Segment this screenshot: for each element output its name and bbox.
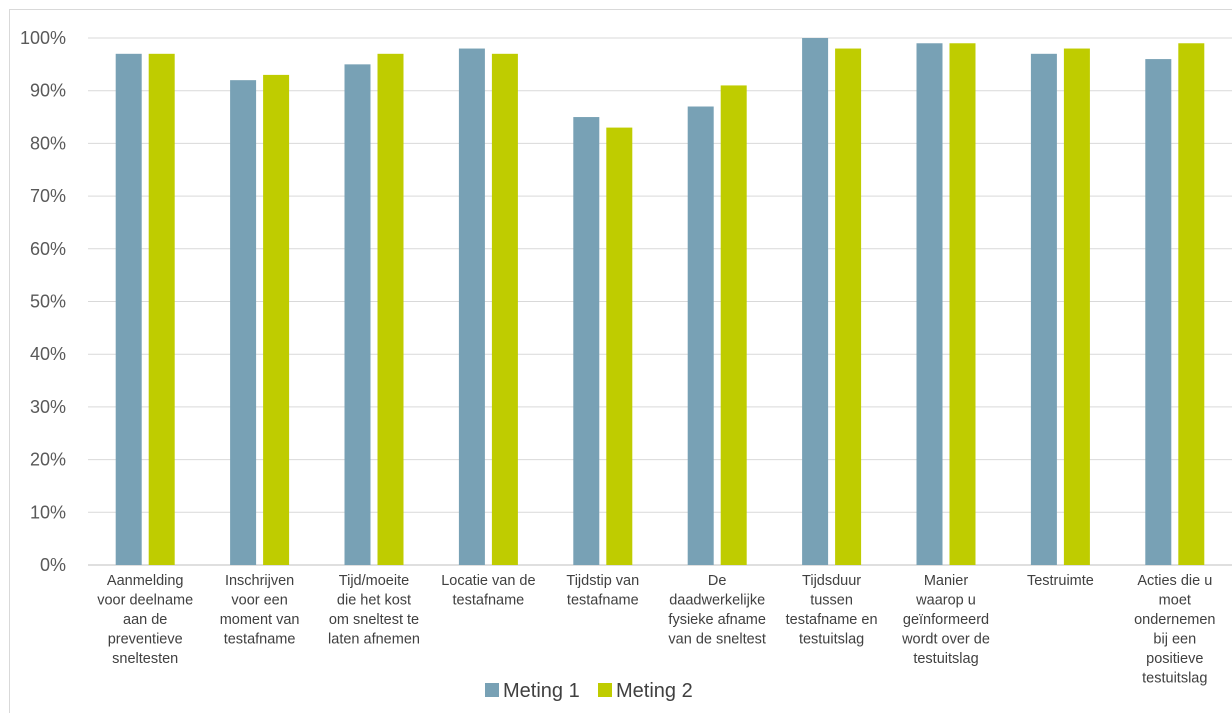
bar-meting-2 bbox=[720, 85, 747, 566]
category-label: Tijdstip van bbox=[566, 573, 639, 589]
bar-meting-2 bbox=[148, 53, 175, 566]
category-label: Acties die u bbox=[1137, 573, 1212, 589]
y-tick-label: 10% bbox=[30, 502, 66, 522]
bar-meting-1 bbox=[1030, 53, 1057, 566]
category-label: ondernemen bbox=[1134, 612, 1215, 628]
category-label: testuitslag bbox=[1142, 671, 1207, 687]
y-tick-label: 90% bbox=[30, 81, 66, 101]
category-label: positieve bbox=[1146, 651, 1203, 667]
category-label: Tijdsduur bbox=[802, 573, 861, 589]
y-tick-label: 100% bbox=[20, 28, 66, 48]
category-label: wordt over de bbox=[901, 632, 990, 648]
y-tick-label: 80% bbox=[30, 133, 66, 153]
bar-meting-1 bbox=[802, 38, 829, 565]
bar-meting-2 bbox=[1178, 43, 1205, 565]
category-label: testuitslag bbox=[799, 632, 864, 648]
category-label: testafname bbox=[567, 593, 639, 609]
bar-meting-2 bbox=[263, 74, 290, 565]
bar-meting-2 bbox=[377, 53, 404, 566]
legend-swatch-meting-2 bbox=[598, 683, 612, 697]
y-tick-label: 0% bbox=[40, 555, 66, 575]
category-label: voor deelname bbox=[97, 593, 193, 609]
bar-meting-1 bbox=[230, 80, 257, 565]
category-label: geïnformeerd bbox=[903, 612, 989, 628]
category-label: waarop u bbox=[915, 593, 976, 609]
bar-meting-2 bbox=[606, 127, 633, 565]
category-label: moet bbox=[1159, 593, 1191, 609]
legend-label: Meting 1 bbox=[503, 680, 580, 702]
category-label: sneltesten bbox=[112, 651, 178, 667]
category-label: testuitslag bbox=[913, 651, 978, 667]
y-tick-label: 60% bbox=[30, 239, 66, 259]
category-label: laten afnemen bbox=[328, 632, 420, 648]
bar-meting-1 bbox=[573, 117, 600, 566]
category-label: aan de bbox=[123, 612, 167, 628]
category-label: om sneltest te bbox=[329, 612, 419, 628]
bar-meting-1 bbox=[916, 43, 943, 565]
category-label: voor een bbox=[231, 593, 287, 609]
bar-meting-2 bbox=[1063, 48, 1090, 566]
bar-meting-1 bbox=[458, 48, 485, 566]
bar-meting-2 bbox=[949, 43, 976, 565]
bar-meting-1 bbox=[1145, 59, 1172, 565]
legend-swatch-meting-1 bbox=[485, 683, 499, 697]
category-label: die het kost bbox=[337, 593, 411, 609]
bar-meting-2 bbox=[491, 53, 518, 566]
y-tick-label: 70% bbox=[30, 186, 66, 206]
category-label: Testruimte bbox=[1027, 573, 1094, 589]
bar-meting-1 bbox=[115, 53, 142, 566]
category-label: preventieve bbox=[108, 632, 183, 648]
category-label: Tijd/moeite bbox=[339, 573, 409, 589]
category-label: Inschrijven bbox=[225, 573, 294, 589]
category-label: van de sneltest bbox=[668, 632, 766, 648]
category-label: Locatie van de bbox=[441, 573, 535, 589]
category-label: De bbox=[708, 573, 727, 589]
y-tick-label: 20% bbox=[30, 450, 66, 470]
category-label: Manier bbox=[924, 573, 968, 589]
bar-meting-1 bbox=[687, 106, 714, 565]
category-label: testafname bbox=[224, 632, 296, 648]
category-label: moment van bbox=[220, 612, 300, 628]
bar-meting-1 bbox=[344, 64, 371, 565]
category-label: testafname en bbox=[786, 612, 878, 628]
y-tick-label: 30% bbox=[30, 397, 66, 417]
y-tick-label: 40% bbox=[30, 344, 66, 364]
category-label: tussen bbox=[810, 593, 853, 609]
chart-frame bbox=[9, 9, 1232, 713]
category-label: bij een bbox=[1153, 632, 1196, 648]
category-label: Aanmelding bbox=[107, 573, 184, 589]
y-tick-label: 50% bbox=[30, 292, 66, 312]
category-label: daadwerkelijke bbox=[669, 593, 765, 609]
category-label: fysieke afname bbox=[668, 612, 766, 628]
legend-label: Meting 2 bbox=[616, 680, 693, 702]
bar-meting-2 bbox=[835, 48, 862, 566]
category-label: testafname bbox=[453, 593, 525, 609]
